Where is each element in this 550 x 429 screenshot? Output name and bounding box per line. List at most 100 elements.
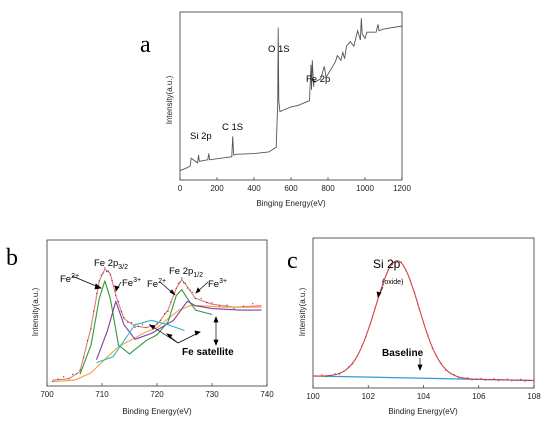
chart-b-raw-point [233, 307, 235, 310]
chart-a-frame [179, 11, 403, 181]
chart-b-raw-point [111, 279, 113, 282]
chart-b-raw-point [120, 311, 122, 313]
chart-b-raw-point [57, 378, 59, 380]
chart-b-raw-point [163, 313, 166, 315]
chart-b-raw-point [175, 287, 177, 289]
chart-c-raw-point [409, 279, 411, 281]
chart-b-ylabel: Intensity(a.u.) [31, 287, 40, 336]
chart-b-raw-point [107, 270, 110, 272]
chart-b-series-line-2 [79, 280, 213, 375]
chart-b-series-line-1 [52, 305, 262, 383]
chart-c-raw-point [471, 379, 473, 381]
chart-c-raw-point [356, 355, 358, 357]
panel-label-c: c [287, 248, 298, 274]
chart-b-xticks: 700 710 720 730 740 [40, 383, 274, 399]
chart-b-raw-point [98, 280, 100, 282]
chart-c-series [312, 260, 535, 382]
chart-c-xlabel: Binding Energy(eV) [388, 407, 458, 416]
chart-b: 700 710 720 730 740 Binding Energy(eV) Inten… [31, 239, 274, 416]
annotation-si2p-title: Si 2p [373, 257, 401, 271]
chart-b-raw-point [160, 319, 162, 322]
chart-b-raw-point [79, 369, 81, 371]
chart-c-raw-point [445, 369, 447, 371]
chart-b-xtick-label: 720 [150, 390, 164, 399]
chart-c-raw-point [533, 378, 535, 380]
chart-c-xtick-label: 108 [527, 392, 541, 401]
chart-c-raw-point [436, 356, 438, 358]
chart-c-raw-point [440, 362, 442, 364]
chart-a-xtick-label: 1200 [393, 184, 411, 193]
chart-c-arrows [376, 286, 423, 371]
chart-c-raw-point [431, 347, 433, 349]
chart-c-raw-point [484, 379, 486, 382]
chart-c-raw-point [506, 378, 509, 380]
chart-b-frame [46, 239, 268, 387]
chart-a-xticks: 0 200 400 600 800 1000 1200 [178, 177, 411, 193]
chart-c-raw-point [524, 380, 526, 382]
chart-b-xlabel: Binding Energy(eV) [122, 407, 192, 416]
chart-b-raw-point [252, 303, 254, 305]
chart-b-raw-point [75, 373, 78, 375]
chart-b-raw-point [226, 304, 228, 306]
chart-c-raw-point [405, 270, 407, 272]
chart-b-raw-point [181, 277, 183, 279]
chart-c-raw-point [321, 374, 323, 376]
chart-c-raw-point [480, 377, 482, 379]
chart-b-raw-point [184, 282, 187, 284]
chart-b-raw-point [194, 297, 197, 299]
chart-c-raw-point [334, 373, 336, 375]
chart-b-series-line-4 [96, 319, 185, 364]
chart-a: 0 200 400 600 800 1000 1200 Binging Energy(eV)… [165, 11, 411, 208]
chart-c-raw-point [515, 379, 517, 381]
chart-c-raw-point [418, 308, 420, 310]
chart-c-raw-point [352, 363, 354, 365]
chart-c-raw-point [396, 260, 398, 262]
chart-b-raw-point [83, 356, 85, 358]
chart-b-raw-point [109, 274, 111, 276]
chart-b-raw-point [68, 378, 70, 380]
panel-label-b: b [6, 245, 18, 271]
annotation-fe2plus-b: Fe2+ [147, 278, 166, 290]
chart-b-series-line-3 [95, 300, 262, 360]
chart-c-xtick-label: 106 [472, 392, 486, 401]
chart-a-ylabel: Intensity(a.u.) [165, 75, 174, 124]
chart-c-raw-point [316, 375, 318, 377]
chart-c-frame [312, 237, 535, 389]
annotation-fe2p: Fe 2p [306, 74, 330, 85]
chart-c-raw-point [453, 373, 455, 375]
chart-b-xtick-label: 700 [40, 390, 54, 399]
chart-b-raw-point [186, 287, 188, 289]
annotation-o1s: O 1S [268, 44, 290, 55]
chart-b-raw-point [123, 316, 125, 319]
chart-b-raw-point [134, 326, 136, 329]
chart-c-raw-point [422, 321, 425, 324]
chart-c-raw-point [511, 380, 513, 382]
annotation-c1s: C 1S [222, 122, 243, 133]
chart-b-raw-point [100, 274, 102, 276]
chart-b-raw-point [192, 291, 194, 293]
annotation-fe3plus-b: Fe3+ [208, 278, 227, 290]
chart-c-xtick-label: 104 [417, 392, 431, 401]
chart-b-raw-point [138, 325, 140, 327]
chart-b-raw-point [96, 292, 98, 294]
chart-b-raw-point [93, 310, 95, 312]
chart-c-raw-point [529, 379, 531, 381]
chart-c-raw-point [458, 377, 460, 379]
chart-a-xtick-label: 1000 [356, 184, 374, 193]
chart-c-xtick-label: 100 [306, 392, 320, 401]
chart-b-raw-point [90, 328, 92, 330]
annotation-fe2plus-a: Fe2+ [60, 273, 79, 285]
chart-b-series [51, 267, 262, 383]
chart-c-xticks: 100 102 104 106 108 [306, 385, 541, 401]
chart-b-raw-point [177, 282, 179, 284]
chart-c-raw-point [325, 376, 327, 378]
annotation-fe2p32: Fe 2p3/2 [94, 258, 128, 271]
chart-c-raw-point [502, 379, 504, 381]
chart-b-raw-point [211, 302, 213, 304]
chart-c-raw-point [449, 372, 451, 374]
chart-a-xtick-label: 400 [247, 184, 261, 193]
chart-c-raw-point [383, 280, 385, 282]
chart-c-raw-point [312, 376, 314, 378]
annotation-baseline: Baseline [382, 348, 424, 359]
chart-c-raw-point [462, 377, 464, 379]
